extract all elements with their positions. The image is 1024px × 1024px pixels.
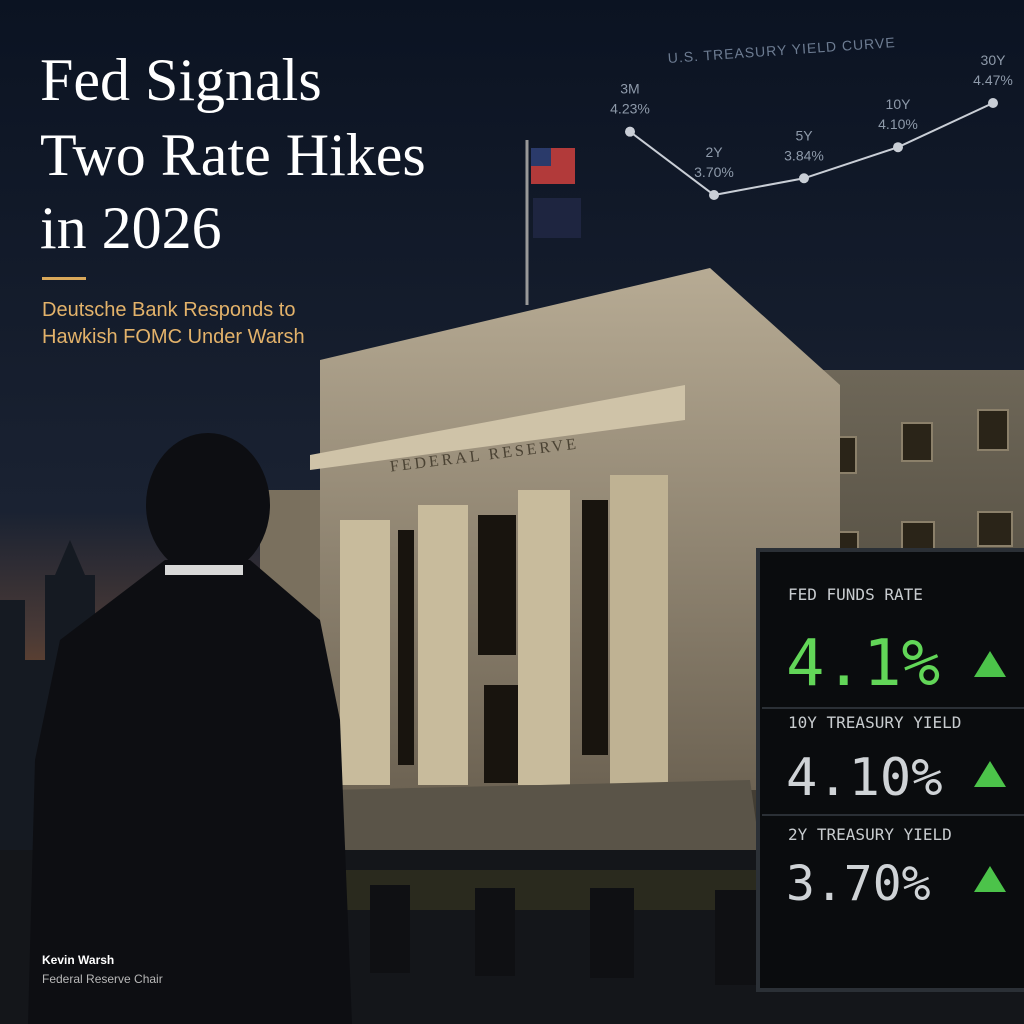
- steps: [330, 780, 760, 850]
- tenor-label: 10Y: [886, 96, 912, 112]
- board-panel: [756, 548, 1024, 992]
- columns: [340, 475, 668, 785]
- title-line: in 2026: [40, 195, 222, 261]
- yield-point: [625, 126, 635, 137]
- rate-label: FED FUNDS RATE: [788, 585, 923, 604]
- tenor-label: 30Y: [981, 52, 1007, 68]
- doors: [398, 500, 608, 783]
- pediment: [310, 385, 685, 470]
- caption-name: Kevin Warsh: [42, 953, 114, 967]
- subtitle-line: Deutsche Bank Responds to: [42, 299, 296, 321]
- flag-canton: [531, 148, 551, 166]
- rate-board: [756, 548, 1024, 992]
- board-rows: FED FUNDS RATE 4.1% 10Y TREASURY YIELD 4.10…: [786, 585, 1006, 912]
- collar: [165, 565, 243, 575]
- rate-value: 4.10%: [786, 748, 943, 808]
- bollards: [370, 885, 759, 985]
- up-arrow: [974, 651, 1006, 677]
- yield-value-label: 4.47%: [973, 72, 1013, 88]
- tenor-label: 2Y: [705, 144, 723, 160]
- person: [28, 433, 352, 1024]
- caption-role: Federal Reserve Chair: [42, 972, 163, 986]
- rate-value: 3.70%: [786, 856, 931, 912]
- rate-label: 10Y TREASURY YIELD: [788, 713, 961, 732]
- rate-label: 2Y TREASURY YIELD: [788, 825, 952, 844]
- up-arrow: [974, 866, 1006, 892]
- yield-point: [893, 142, 903, 153]
- yield-point: [988, 98, 998, 108]
- title-line: Two Rate Hikes: [40, 122, 426, 188]
- tenor-label: 3M: [620, 81, 639, 97]
- subtitle-line: Hawkish FOMC Under Warsh: [42, 326, 305, 348]
- yield-value-label: 3.84%: [784, 147, 824, 163]
- yield-point: [709, 190, 719, 200]
- up-arrow: [974, 761, 1006, 787]
- yield-value-label: 4.23%: [610, 101, 650, 117]
- yield-value-label: 3.70%: [694, 164, 734, 180]
- yield-value-label: 4.10%: [878, 116, 918, 132]
- title-line: Fed Signals: [40, 47, 322, 113]
- rule: [42, 277, 86, 280]
- banner: [533, 198, 581, 238]
- rate-value: 4.1%: [786, 627, 940, 701]
- yield-point: [799, 173, 809, 184]
- title: Fed Signals Two Rate Hikes in 2026: [40, 47, 426, 261]
- tenor-label: 5Y: [795, 127, 813, 143]
- subtitle: Deutsche Bank Responds to Hawkish FOMC U…: [42, 299, 305, 348]
